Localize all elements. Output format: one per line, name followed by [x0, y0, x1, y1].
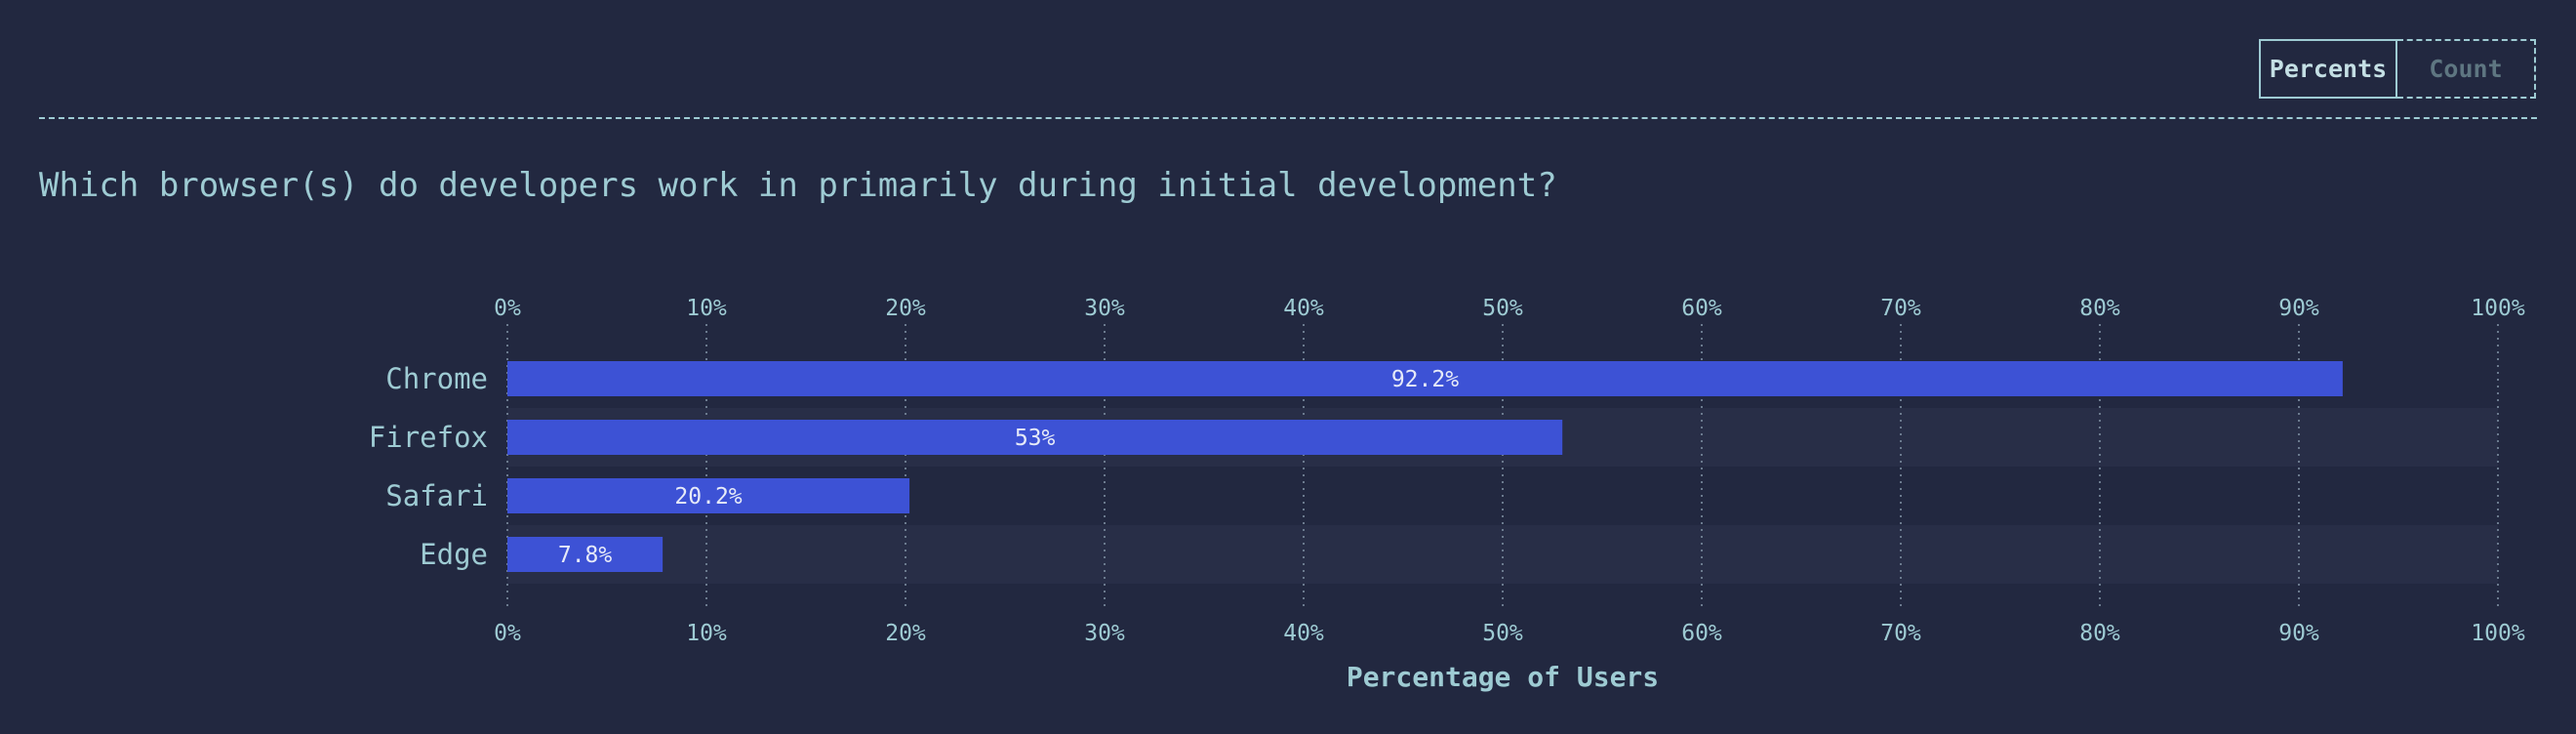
- category-label: Safari: [385, 479, 488, 512]
- bottom-tick-label: 50%: [1482, 621, 1523, 646]
- bottom-tick-label: 60%: [1681, 621, 1722, 646]
- bottom-tick-label: 30%: [1084, 621, 1125, 646]
- count-toggle-button[interactable]: Count: [2397, 39, 2536, 99]
- bar-edge[interactable]: [507, 537, 664, 572]
- top-tick-label: 30%: [1084, 296, 1125, 321]
- category-label: Edge: [420, 538, 488, 571]
- bottom-tick-label: 10%: [686, 621, 727, 646]
- category-label: Firefox: [369, 421, 488, 454]
- category-labels: Chrome Firefox Safari Edge: [369, 362, 488, 571]
- bottom-tick-label: 70%: [1880, 621, 1921, 646]
- x-axis-title: Percentage of Users: [1347, 661, 1659, 693]
- top-tick-label: 0%: [494, 296, 521, 321]
- value-label: 7.8%: [558, 543, 613, 568]
- row-background: [507, 525, 2498, 584]
- value-label: 92.2%: [1391, 367, 1459, 392]
- category-label: Chrome: [385, 362, 488, 395]
- question-title: Which browser(s) do developers work in p…: [39, 166, 1557, 205]
- top-tick-label: 100%: [2471, 296, 2525, 321]
- bottom-tick-label: 0%: [494, 621, 521, 646]
- bottom-tick-label: 40%: [1283, 621, 1324, 646]
- percents-toggle-button[interactable]: Percents: [2259, 39, 2397, 99]
- bottom-tick-label: 100%: [2471, 621, 2525, 646]
- mode-toggle: Percents Count: [2259, 39, 2536, 99]
- top-tick-label: 50%: [1482, 296, 1523, 321]
- top-tick-label: 40%: [1283, 296, 1324, 321]
- top-tick-label: 60%: [1681, 296, 1722, 321]
- bottom-tick-label: 80%: [2079, 621, 2120, 646]
- bars: [507, 361, 2343, 572]
- header-divider: [39, 117, 2537, 119]
- bar-safari[interactable]: [507, 478, 910, 513]
- value-labels: 92.2% 53% 20.2% 7.8%: [558, 367, 1459, 568]
- top-tick-label: 20%: [885, 296, 926, 321]
- bar-chrome[interactable]: [507, 361, 2343, 396]
- top-tick-label: 10%: [686, 296, 727, 321]
- bottom-axis-ticks: 0% 10% 20% 30% 40% 50% 60% 70% 80% 90% 100%: [494, 621, 2525, 646]
- bottom-tick-label: 20%: [885, 621, 926, 646]
- top-axis-ticks: 0% 10% 20% 30% 40% 50% 60% 70% 80% 90% 100%: [494, 296, 2525, 321]
- top-tick-label: 80%: [2079, 296, 2120, 321]
- top-tick-label: 90%: [2278, 296, 2319, 321]
- bar-firefox[interactable]: [507, 420, 1563, 455]
- top-tick-label: 70%: [1880, 296, 1921, 321]
- value-label: 20.2%: [674, 484, 742, 510]
- bottom-tick-label: 90%: [2278, 621, 2319, 646]
- value-label: 53%: [1015, 426, 1056, 451]
